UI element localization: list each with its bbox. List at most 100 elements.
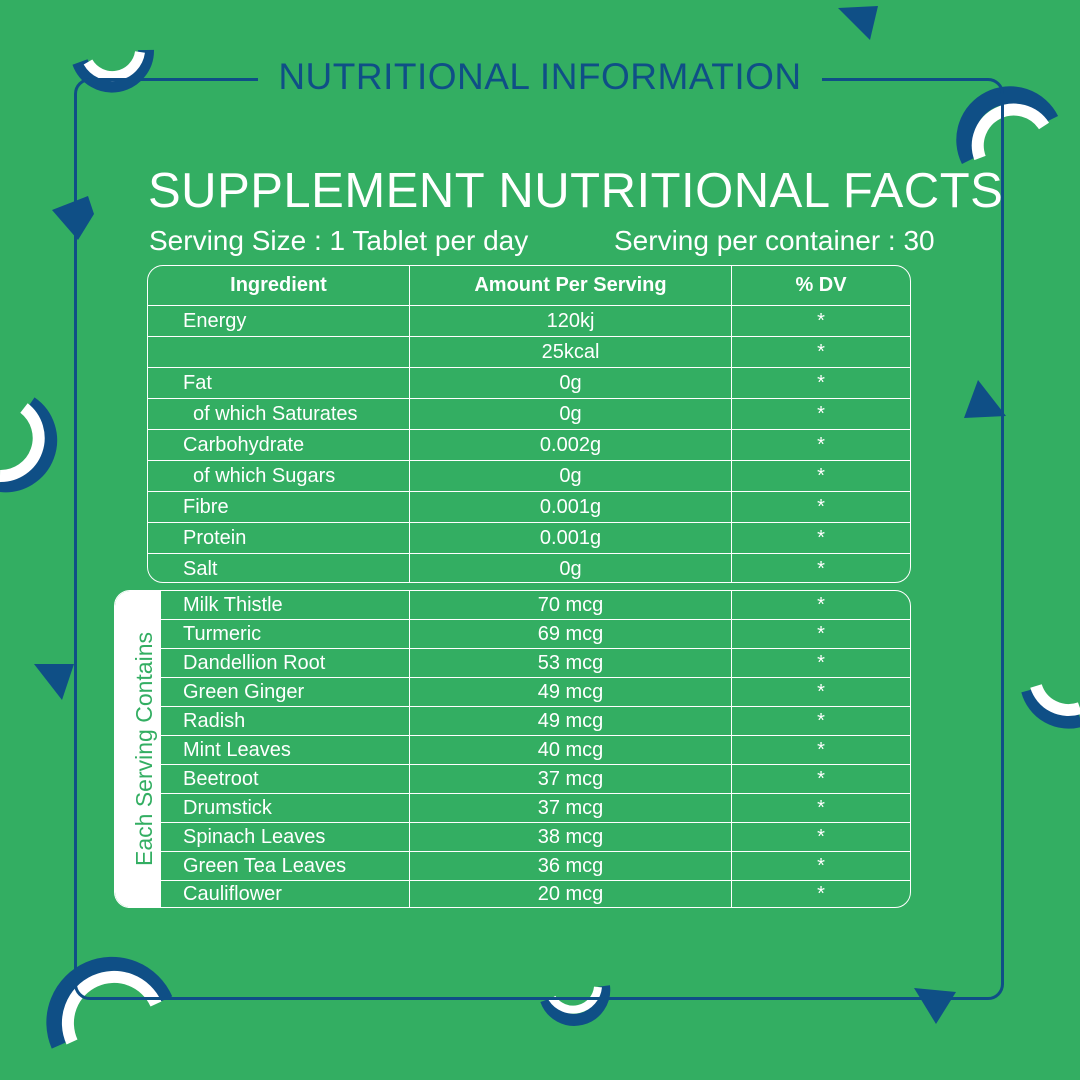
ingredient-amount: 36 mcg xyxy=(410,852,732,880)
ingredient-name: Radish xyxy=(161,707,410,735)
arc-decoration-top-right xyxy=(956,86,1059,165)
row-name: of which Saturates xyxy=(148,399,410,429)
ingredient-name: Mint Leaves xyxy=(161,736,410,764)
triangle-decoration-left-lower xyxy=(34,664,74,700)
ingredient-dv: * xyxy=(817,854,825,877)
row-dv: * xyxy=(817,526,825,549)
row-amount: 25kcal xyxy=(410,337,732,367)
frame-title-gap xyxy=(258,60,822,100)
ingredient-amount: 37 mcg xyxy=(410,794,732,822)
serving-size: Serving Size : 1 Tablet per day xyxy=(149,225,529,256)
row-dv: * xyxy=(817,464,825,487)
table-row: Fibre 0.001g * xyxy=(148,492,910,523)
list-item: Beetroot 37 mcg * xyxy=(161,765,910,794)
ingredient-name: Spinach Leaves xyxy=(161,823,410,851)
list-item: Green Tea Leaves 36 mcg * xyxy=(161,852,910,881)
side-label: Each Serving Contains xyxy=(131,632,157,866)
ingredient-dv: * xyxy=(817,709,825,732)
nutrition-table: Ingredient Amount Per Serving % DV Energ… xyxy=(147,265,911,583)
ingredient-name: Green Ginger xyxy=(161,678,410,706)
facts-title: SUPPLEMENT NUTRITIONAL FACTS xyxy=(148,164,1004,218)
row-name: Carbohydrate xyxy=(148,430,410,460)
arc-decoration-bottom-left xyxy=(46,956,173,1049)
row-amount: 0.002g xyxy=(410,430,732,460)
table-row: Energy 120kj * xyxy=(148,306,910,337)
row-amount: 0g xyxy=(410,461,732,491)
list-item: Milk Thistle 70 mcg * xyxy=(161,591,910,620)
ingredient-name: Drumstick xyxy=(161,794,410,822)
triangle-decoration-left-upper xyxy=(52,196,94,240)
table-row: of which Sugars 0g * xyxy=(148,461,910,492)
table-row: 25kcal * xyxy=(148,337,910,368)
ingredient-name: Beetroot xyxy=(161,765,410,793)
ingredient-amount: 70 mcg xyxy=(410,591,732,619)
header-dv: % DV xyxy=(795,274,847,296)
table-row: Protein 0.001g * xyxy=(148,523,910,554)
table-header-row: Ingredient Amount Per Serving % DV xyxy=(148,266,910,306)
arc-decoration-right xyxy=(1021,683,1080,729)
row-amount: 0.001g xyxy=(410,523,732,553)
ingredient-name: Green Tea Leaves xyxy=(161,852,410,880)
row-amount: 0g xyxy=(410,368,732,398)
ingredient-dv: * xyxy=(817,738,825,761)
page-title: NUTRITIONAL INFORMATION xyxy=(278,56,802,97)
row-dv: * xyxy=(817,371,825,394)
ingredient-dv: * xyxy=(817,825,825,848)
list-item: Turmeric 69 mcg * xyxy=(161,620,910,649)
row-amount: 0g xyxy=(410,554,732,582)
header-amount: Amount Per Serving xyxy=(410,266,732,305)
row-amount: 120kj xyxy=(410,306,732,336)
servings-per-container: Serving per container : 30 xyxy=(614,225,935,256)
ingredient-amount: 37 mcg xyxy=(410,765,732,793)
ingredient-amount: 38 mcg xyxy=(410,823,732,851)
ingredient-name: Dandellion Root xyxy=(161,649,410,677)
side-tab xyxy=(115,591,161,907)
ingredient-name: Turmeric xyxy=(161,620,410,648)
ingredient-name: Cauliflower xyxy=(161,881,410,907)
list-item: Mint Leaves 40 mcg * xyxy=(161,736,910,765)
list-item: Green Ginger 49 mcg * xyxy=(161,678,910,707)
ingredient-dv: * xyxy=(817,622,825,645)
row-dv: * xyxy=(817,433,825,456)
ingredient-amount: 20 mcg xyxy=(410,881,732,907)
ingredient-dv: * xyxy=(817,796,825,819)
list-item: Cauliflower 20 mcg * xyxy=(161,881,910,907)
ingredient-dv: * xyxy=(817,680,825,703)
row-name: Salt xyxy=(148,554,410,582)
ingredient-amount: 69 mcg xyxy=(410,620,732,648)
triangle-decoration-right xyxy=(964,380,1006,418)
ingredient-dv: * xyxy=(817,767,825,790)
table-row: Fat 0g * xyxy=(148,368,910,399)
ingredient-dv: * xyxy=(817,651,825,674)
row-dv: * xyxy=(817,558,825,580)
row-dv: * xyxy=(817,309,825,332)
row-name: of which Sugars xyxy=(148,461,410,491)
table-row: Carbohydrate 0.002g * xyxy=(148,430,910,461)
table-row: of which Saturates 0g * xyxy=(148,399,910,430)
ingredient-amount: 40 mcg xyxy=(410,736,732,764)
ingredient-amount: 49 mcg xyxy=(410,678,732,706)
triangle-decoration-top xyxy=(838,6,878,40)
header-ingredient: Ingredient xyxy=(148,266,410,305)
ingredients-table: Each Serving Contains Milk Thistle 70 mc… xyxy=(114,590,911,908)
row-dv: * xyxy=(817,495,825,518)
row-name: Protein xyxy=(148,523,410,553)
list-item: Spinach Leaves 38 mcg * xyxy=(161,823,910,852)
row-name: Fibre xyxy=(148,492,410,522)
row-amount: 0g xyxy=(410,399,732,429)
row-amount: 0.001g xyxy=(410,492,732,522)
row-dv: * xyxy=(817,402,825,425)
table-row: Salt 0g * xyxy=(148,554,910,582)
ingredient-dv: * xyxy=(817,593,825,616)
ingredient-amount: 49 mcg xyxy=(410,707,732,735)
row-name: Energy xyxy=(148,306,410,336)
row-dv: * xyxy=(817,340,825,363)
arc-decoration-left xyxy=(0,397,58,493)
ingredient-name: Milk Thistle xyxy=(161,591,410,619)
ingredient-amount: 53 mcg xyxy=(410,649,732,677)
list-item: Radish 49 mcg * xyxy=(161,707,910,736)
row-name: Fat xyxy=(148,368,410,398)
arc-decoration-top-left xyxy=(72,49,155,93)
list-item: Drumstick 37 mcg * xyxy=(161,794,910,823)
